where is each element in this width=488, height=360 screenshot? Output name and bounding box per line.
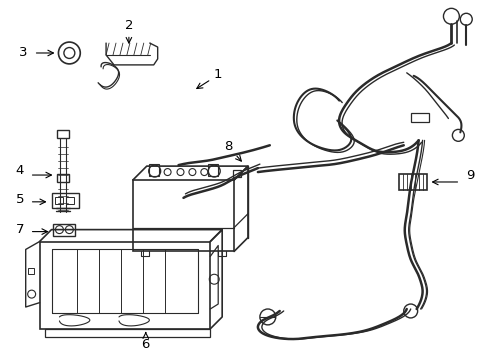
Bar [66,197,74,204]
Bar [57,174,69,182]
Bar [53,224,75,235]
Text: 5: 5 [16,193,24,206]
Text: 3: 3 [20,46,28,59]
Bar [57,130,69,138]
Bar [51,193,79,208]
Bar [55,197,63,204]
Bar [44,329,210,337]
Bar [148,164,158,176]
Bar [398,174,426,190]
Text: 9: 9 [465,168,473,181]
Bar [410,113,427,122]
Text: 1: 1 [196,68,222,89]
Text: 2: 2 [124,19,133,43]
Text: 6: 6 [142,332,150,351]
Bar [40,242,210,329]
Bar [208,164,218,176]
Bar [133,180,234,251]
Bar [233,170,241,177]
Text: 8: 8 [224,140,241,161]
Text: 4: 4 [16,163,24,176]
Text: 7: 7 [16,223,24,236]
Bar [28,268,34,274]
